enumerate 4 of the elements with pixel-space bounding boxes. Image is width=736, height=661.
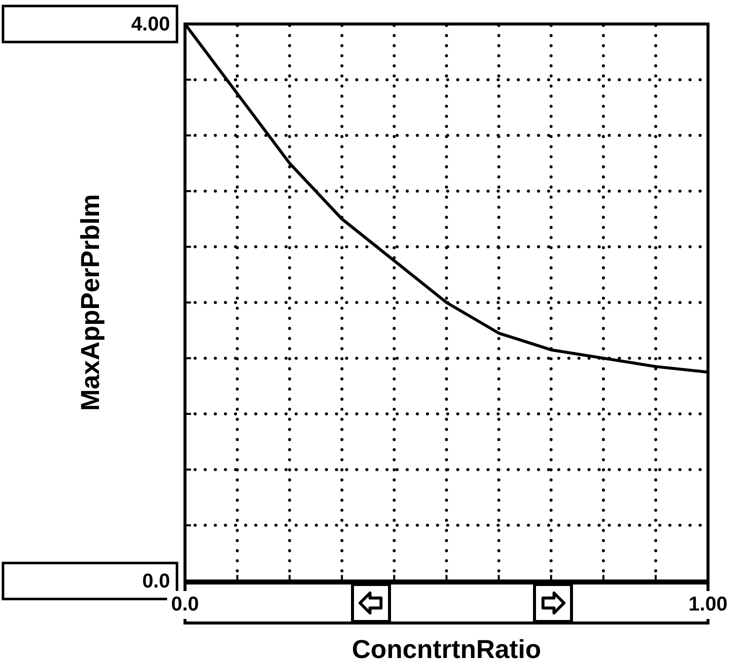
x-axis-title: ConcntrtnRatio — [352, 634, 542, 661]
x-tick-label: 1.00 — [688, 594, 728, 616]
y-tick-label: 4.00 — [131, 14, 170, 36]
y-axis-title: MaxAppPerPrblm — [75, 194, 106, 411]
